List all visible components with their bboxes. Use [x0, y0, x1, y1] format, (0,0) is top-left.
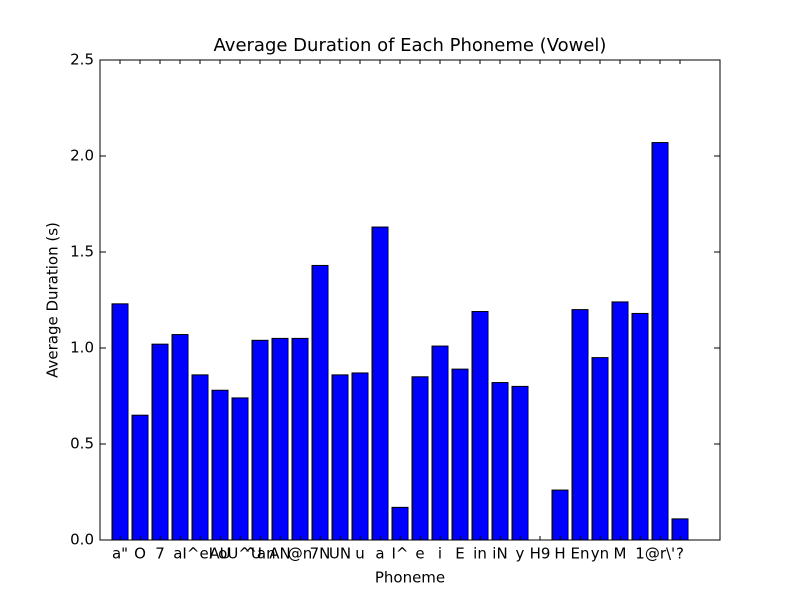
chart-title: Average Duration of Each Phoneme (Vowel): [214, 35, 607, 56]
x-tick-label: AU: [209, 545, 230, 563]
plot-frame: [99, 59, 721, 541]
bar: [131, 414, 149, 541]
x-tick-label: aI: [173, 545, 187, 563]
bar: [151, 343, 169, 541]
x-tick-label: in: [473, 545, 487, 563]
x-tick-label: 1: [635, 545, 645, 563]
x-tick-label: @n: [288, 545, 313, 563]
x-tick-label: 7N: [310, 545, 331, 563]
x-tick-label: En: [571, 545, 590, 563]
x-tick-label: UN: [329, 545, 351, 563]
x-tick-label: H: [554, 545, 565, 563]
bar: [591, 357, 609, 541]
bar: [431, 345, 449, 541]
x-tick-label: ?: [676, 545, 684, 563]
y-tick-label: 0.0: [70, 531, 94, 549]
x-tick-label: O: [134, 545, 146, 563]
bar: [611, 301, 629, 541]
bar: [191, 374, 209, 541]
bar: [571, 309, 589, 541]
x-tick-label: H9: [530, 545, 551, 563]
bar: [391, 506, 409, 541]
x-tick-label: I^: [392, 545, 409, 563]
y-tick-label: 1.5: [70, 243, 94, 261]
bar: [271, 337, 289, 541]
x-tick-label: iN: [492, 545, 507, 563]
bar: [311, 264, 329, 541]
bar: [111, 303, 129, 541]
x-tick-label: ^eI: [187, 545, 213, 563]
bar: [351, 372, 369, 541]
y-tick-label: 2.0: [70, 147, 94, 165]
bar: [631, 312, 649, 541]
bar: [251, 339, 269, 541]
y-tick-label: 0.5: [70, 435, 94, 453]
y-tick-label: 2.5: [70, 51, 94, 69]
bar: [651, 142, 669, 541]
bar: [451, 368, 469, 541]
bar: [471, 311, 489, 541]
x-tick-label: y: [516, 545, 525, 563]
x-tick-label: u: [355, 545, 365, 563]
x-tick-label: a: [375, 545, 384, 563]
bar: [371, 226, 389, 541]
x-tick-label: M: [614, 545, 627, 563]
bar: [171, 334, 189, 541]
x-axis-label: Phoneme: [375, 569, 445, 587]
bar: [231, 397, 249, 541]
y-axis-label: Average Duration (s): [44, 222, 62, 378]
bar: [491, 382, 509, 541]
x-tick-label: ^an: [244, 545, 275, 563]
bar: [511, 385, 529, 541]
bar: [331, 374, 349, 541]
x-tick-label: oU^U: [218, 545, 262, 563]
bar: [551, 489, 569, 541]
x-tick-label: e: [415, 545, 424, 563]
y-tick-label: 1.0: [70, 339, 94, 357]
x-tick-label: @r\': [645, 545, 675, 563]
x-tick-label: E: [455, 545, 464, 563]
bar: [291, 337, 309, 541]
bar: [211, 389, 229, 541]
x-tick-label: 7: [155, 545, 165, 563]
x-tick-label: AN: [269, 545, 290, 563]
x-tick-label: a": [112, 545, 128, 563]
x-tick-label: i: [438, 545, 442, 563]
bar: [411, 376, 429, 541]
x-tick-label: yn: [591, 545, 609, 563]
